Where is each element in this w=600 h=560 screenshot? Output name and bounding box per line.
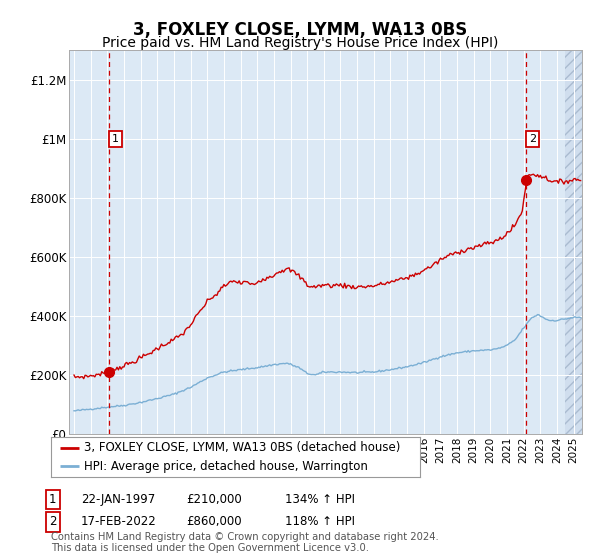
Text: 2: 2: [49, 515, 56, 529]
Text: 3, FOXLEY CLOSE, LYMM, WA13 0BS: 3, FOXLEY CLOSE, LYMM, WA13 0BS: [133, 21, 467, 39]
Text: 22-JAN-1997: 22-JAN-1997: [81, 493, 155, 506]
Text: Price paid vs. HM Land Registry's House Price Index (HPI): Price paid vs. HM Land Registry's House …: [102, 36, 498, 50]
Text: 3, FOXLEY CLOSE, LYMM, WA13 0BS (detached house): 3, FOXLEY CLOSE, LYMM, WA13 0BS (detache…: [84, 441, 401, 454]
Text: 17-FEB-2022: 17-FEB-2022: [81, 515, 157, 529]
Text: 118% ↑ HPI: 118% ↑ HPI: [285, 515, 355, 529]
Text: Contains HM Land Registry data © Crown copyright and database right 2024.
This d: Contains HM Land Registry data © Crown c…: [51, 531, 439, 553]
Text: 1: 1: [112, 134, 119, 144]
Text: £210,000: £210,000: [186, 493, 242, 506]
Bar: [565, 50, 582, 434]
Text: 134% ↑ HPI: 134% ↑ HPI: [285, 493, 355, 506]
Text: £860,000: £860,000: [186, 515, 242, 529]
Bar: [565, 50, 582, 434]
Text: 2: 2: [529, 134, 536, 144]
Text: 1: 1: [49, 493, 56, 506]
Text: HPI: Average price, detached house, Warrington: HPI: Average price, detached house, Warr…: [84, 460, 368, 473]
